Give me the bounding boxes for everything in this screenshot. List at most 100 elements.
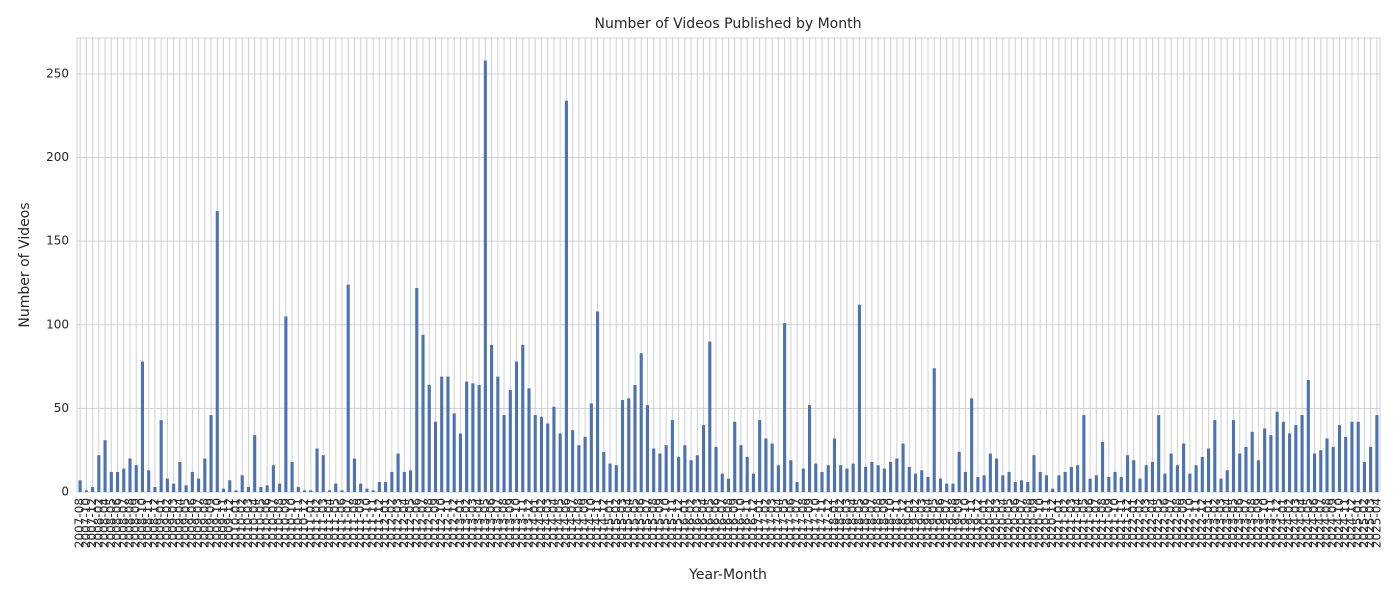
x-tick-label: 2015-04: [621, 498, 635, 548]
x-tick-label: 2014-07: [565, 498, 579, 548]
x-tick-label: 2012-09: [428, 498, 442, 548]
x-tick-label: 2018-12: [896, 498, 910, 548]
x-tick-label: 2009-03: [166, 498, 180, 548]
x-tick-label: 2022-09: [1176, 498, 1190, 548]
x-tick-label: 2022-07: [1164, 498, 1178, 548]
bar: [1300, 415, 1304, 492]
x-tick-label: 2020-04: [995, 498, 1009, 548]
x-tick-label: 2008-05: [104, 498, 118, 548]
x-tick-label: 2020-09: [1026, 498, 1040, 548]
bar: [140, 361, 145, 492]
x-tick-label: 2009-12: [222, 498, 236, 548]
bar: [1088, 478, 1092, 492]
x-tick-label: 2012-03: [391, 498, 405, 548]
bar: [1013, 481, 1017, 492]
bar: [246, 486, 251, 492]
x-tick-label: 2016-08: [721, 498, 735, 548]
x-tick-label: 2017-09: [802, 498, 816, 548]
x-tick-label: 2011-12: [372, 498, 386, 548]
x-tick-label: 2020-02: [983, 498, 997, 548]
bar: [253, 435, 257, 492]
bar: [184, 485, 188, 492]
bar: [889, 461, 893, 492]
bar: [546, 423, 550, 492]
bar: [1069, 466, 1073, 492]
x-tick-label: 2014-09: [578, 498, 592, 548]
bar: [1113, 471, 1117, 492]
x-tick-label: 2015-05: [627, 498, 641, 548]
x-tick-label: 2023-06: [1232, 498, 1246, 548]
bar: [452, 413, 456, 492]
bar: [309, 490, 313, 492]
x-tick-label: 2018-02: [833, 498, 847, 548]
x-tick-label: 2008-07: [116, 498, 130, 548]
bar: [689, 460, 693, 492]
bar: [1225, 470, 1229, 492]
x-tick-label: 2015-02: [609, 498, 623, 548]
x-tick-label: 2009-01: [154, 498, 168, 548]
bar: [172, 483, 176, 492]
bar: [315, 448, 319, 492]
bar: [945, 483, 949, 492]
bar: [465, 381, 469, 492]
x-tick-label: 2022-05: [1151, 498, 1165, 548]
x-tick-label: 2013-07: [490, 498, 504, 548]
x-tick-label: 2020-12: [1045, 498, 1059, 548]
bar: [1275, 411, 1279, 492]
bar: [851, 463, 855, 492]
bar: [1032, 455, 1036, 492]
bar: [490, 344, 494, 492]
x-tick-label: 2022-08: [1170, 498, 1184, 548]
bar: [483, 60, 487, 492]
bar: [583, 436, 587, 492]
x-tick-label: 2012-11: [440, 498, 454, 548]
x-tick-label: 2022-02: [1132, 498, 1146, 548]
x-tick-label: 2008-10: [135, 498, 149, 548]
bar: [159, 420, 163, 492]
x-tick-label: 2017-11: [815, 498, 829, 548]
bar: [633, 384, 637, 492]
bar: [951, 483, 955, 492]
bar: [1001, 475, 1005, 492]
bar: [1356, 421, 1360, 492]
bar: [1331, 446, 1335, 492]
bar: [664, 445, 668, 492]
x-tick-label: 2017-07: [790, 498, 804, 548]
bar: [533, 415, 537, 492]
bar: [677, 456, 681, 492]
bar: [496, 376, 500, 492]
bar: [415, 287, 419, 492]
bar: [608, 463, 612, 492]
x-tick-label: 2024-12: [1344, 498, 1358, 548]
bar: [427, 384, 431, 492]
x-axis-label: Year-Month: [688, 567, 767, 583]
bar: [602, 451, 606, 492]
x-tick-label: 2021-10: [1108, 498, 1122, 548]
x-tick-label: 2024-04: [1295, 498, 1309, 548]
x-tick-label: 2021-03: [1064, 498, 1078, 548]
bar: [521, 344, 525, 492]
x-tick-label: 2013-08: [497, 498, 511, 548]
bar: [508, 389, 512, 492]
x-tick-label: 2019-08: [945, 498, 959, 548]
bar: [259, 486, 263, 492]
bar: [926, 476, 930, 492]
bar: [334, 483, 338, 492]
bar: [1200, 456, 1204, 492]
x-tick-label: 2009-02: [160, 498, 174, 548]
bar: [864, 466, 868, 492]
x-tick-label: 2012-06: [409, 498, 423, 548]
bar: [882, 468, 886, 492]
x-tick-label: 2014-04: [546, 498, 560, 548]
x-tick-label: 2015-11: [665, 498, 679, 548]
bar: [963, 471, 967, 492]
x-tick-label: 2015-06: [634, 498, 648, 548]
bar: [1101, 441, 1105, 492]
bar: [296, 486, 300, 492]
x-tick-label: 2014-02: [534, 498, 548, 548]
bar: [377, 481, 381, 492]
x-tick-label: 2024-09: [1326, 498, 1340, 548]
bar: [832, 438, 837, 492]
bar: [627, 398, 631, 492]
bar: [1206, 448, 1211, 492]
